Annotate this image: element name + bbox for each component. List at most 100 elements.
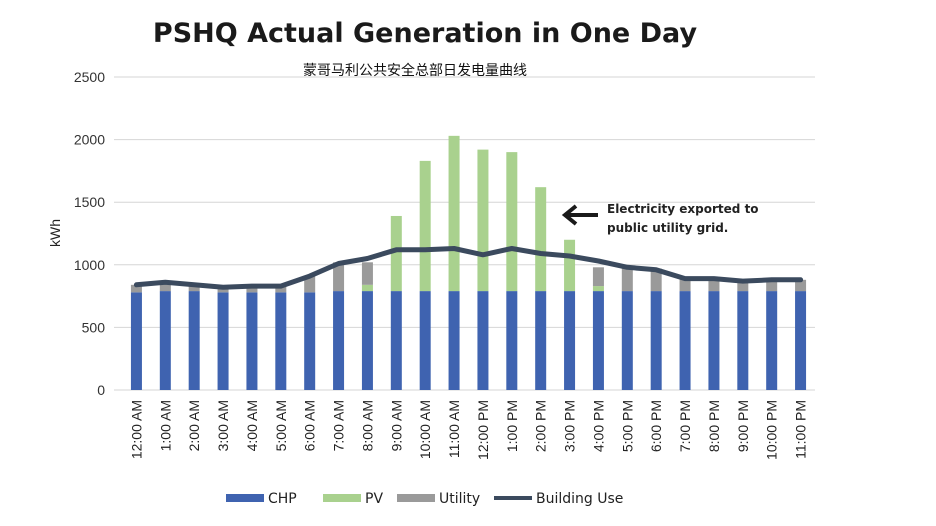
bar-utility-23 (795, 279, 807, 292)
bar-utility-17 (621, 267, 633, 292)
bar-chp-5 (275, 292, 287, 390)
legend-label: Building Use (536, 491, 623, 507)
chart-title: PSHQ Actual Generation in One Day (152, 18, 698, 49)
bar-chp-7 (333, 291, 345, 390)
bar-pv-10 (419, 160, 431, 292)
bar-chp-18 (650, 291, 662, 390)
x-tick-label: 7:00 PM (677, 400, 693, 452)
bar-chp-23 (795, 291, 807, 390)
bar-chp-17 (621, 291, 633, 390)
bar-chp-4 (246, 292, 258, 390)
x-tick-label: 4:00 PM (590, 400, 606, 452)
y-tick-label: 2500 (74, 69, 105, 85)
bar-utility-21 (737, 281, 749, 292)
bar-chp-20 (708, 291, 720, 390)
x-tick-label: 12:00 AM (128, 400, 144, 459)
x-tick-label: 9:00 PM (735, 400, 751, 452)
bar-pv-12 (477, 149, 489, 292)
x-tick-label: 3:00 PM (562, 400, 578, 452)
left-arrow-icon (561, 204, 598, 226)
x-tick-label: 3:00 AM (215, 400, 231, 451)
bar-pv-13 (506, 152, 518, 292)
x-tick-label: 11:00 PM (793, 400, 809, 459)
x-tick-label: 1:00 AM (157, 400, 173, 451)
legend-label: Utility (439, 491, 480, 507)
y-tick-label: 500 (82, 319, 106, 335)
bar-utility-16 (592, 267, 604, 287)
x-tick-label: 7:00 AM (331, 400, 347, 451)
bar-chp-1 (159, 291, 171, 390)
x-axis-ticks: 12:00 AM 1:00 AM 2:00 AM 3:00 AM 4:00 AM 5:00… (128, 400, 808, 460)
y-axis-label: kWh (47, 219, 63, 247)
x-tick-label: 5:00 PM (619, 400, 635, 452)
x-tick-label: 2:00 PM (533, 400, 549, 452)
building-use-line-group (133, 246, 804, 290)
x-tick-label: 6:00 AM (302, 400, 318, 451)
bar-chp-9 (390, 291, 402, 390)
x-tick-label: 12:00 PM (475, 400, 491, 460)
bar-pv-8 (361, 284, 373, 292)
bar-chp-22 (766, 291, 778, 390)
bar-utility-4 (246, 286, 258, 293)
annotation: Electricity exported to public utility g… (561, 202, 759, 235)
gridlines (114, 76, 815, 391)
legend-swatch-pv (323, 494, 361, 502)
bars-group (130, 135, 807, 390)
bar-chp-6 (304, 292, 316, 390)
annotation-line2: public utility grid. (607, 221, 728, 235)
bar-chp-15 (564, 291, 576, 390)
y-tick-label: 1500 (74, 194, 105, 210)
bar-chp-13 (506, 291, 518, 390)
bar-chp-0 (130, 292, 142, 390)
x-tick-label: 1:00 PM (504, 400, 520, 452)
bar-pv-14 (535, 187, 547, 292)
bar-chp-21 (737, 291, 749, 390)
legend-swatch-utility (397, 494, 435, 502)
bar-utility-8 (361, 262, 373, 285)
bar-chp-3 (217, 292, 229, 390)
bar-utility-3 (217, 287, 229, 293)
legend: CHP PV Utility Building Use (226, 491, 623, 507)
bar-chp-10 (419, 291, 431, 390)
bar-chp-16 (592, 291, 604, 390)
x-tick-label: 5:00 AM (273, 400, 289, 451)
bar-chp-11 (448, 291, 460, 390)
bar-utility-20 (708, 278, 720, 292)
y-axis-ticks: 0 500 1000 1500 2000 2500 (74, 69, 105, 398)
bar-pv-11 (448, 135, 460, 292)
bar-utility-6 (304, 276, 316, 293)
x-tick-label: 11:00 AM (446, 400, 462, 458)
bar-utility-22 (766, 279, 778, 292)
bar-utility-0 (130, 284, 142, 293)
x-tick-label: 8:00 AM (359, 400, 375, 451)
legend-swatch-chp (226, 494, 264, 502)
bar-utility-1 (159, 282, 171, 292)
bar-pv-9 (390, 215, 402, 292)
bar-utility-19 (679, 278, 691, 292)
bar-utility-7 (333, 262, 345, 292)
bar-chp-2 (188, 291, 200, 390)
x-tick-label: 8:00 PM (706, 400, 722, 452)
legend-label: CHP (268, 491, 297, 507)
x-tick-label: 4:00 AM (244, 400, 260, 451)
annotation-line1: Electricity exported to (607, 202, 759, 216)
x-tick-label: 10:00 PM (764, 400, 780, 460)
bar-utility-5 (275, 286, 287, 293)
building-use-line (133, 246, 804, 290)
x-tick-label: 2:00 AM (186, 400, 202, 451)
bar-chp-14 (535, 291, 547, 390)
bar-pv-15 (564, 239, 576, 292)
x-tick-label: 10:00 AM (417, 400, 433, 459)
x-tick-label: 9:00 AM (388, 400, 404, 451)
x-tick-label: 6:00 PM (648, 400, 664, 452)
bar-chp-8 (361, 291, 373, 390)
bar-chp-12 (477, 291, 489, 390)
bar-utility-2 (188, 284, 200, 292)
legend-label: PV (365, 491, 383, 507)
bar-pv-16 (592, 286, 604, 292)
y-tick-label: 1000 (74, 257, 105, 273)
bar-chp-19 (679, 291, 691, 390)
bar-utility-18 (650, 268, 662, 292)
chart-subtitle: 蒙哥马利公共安全总部日发电量曲线 (303, 63, 527, 79)
